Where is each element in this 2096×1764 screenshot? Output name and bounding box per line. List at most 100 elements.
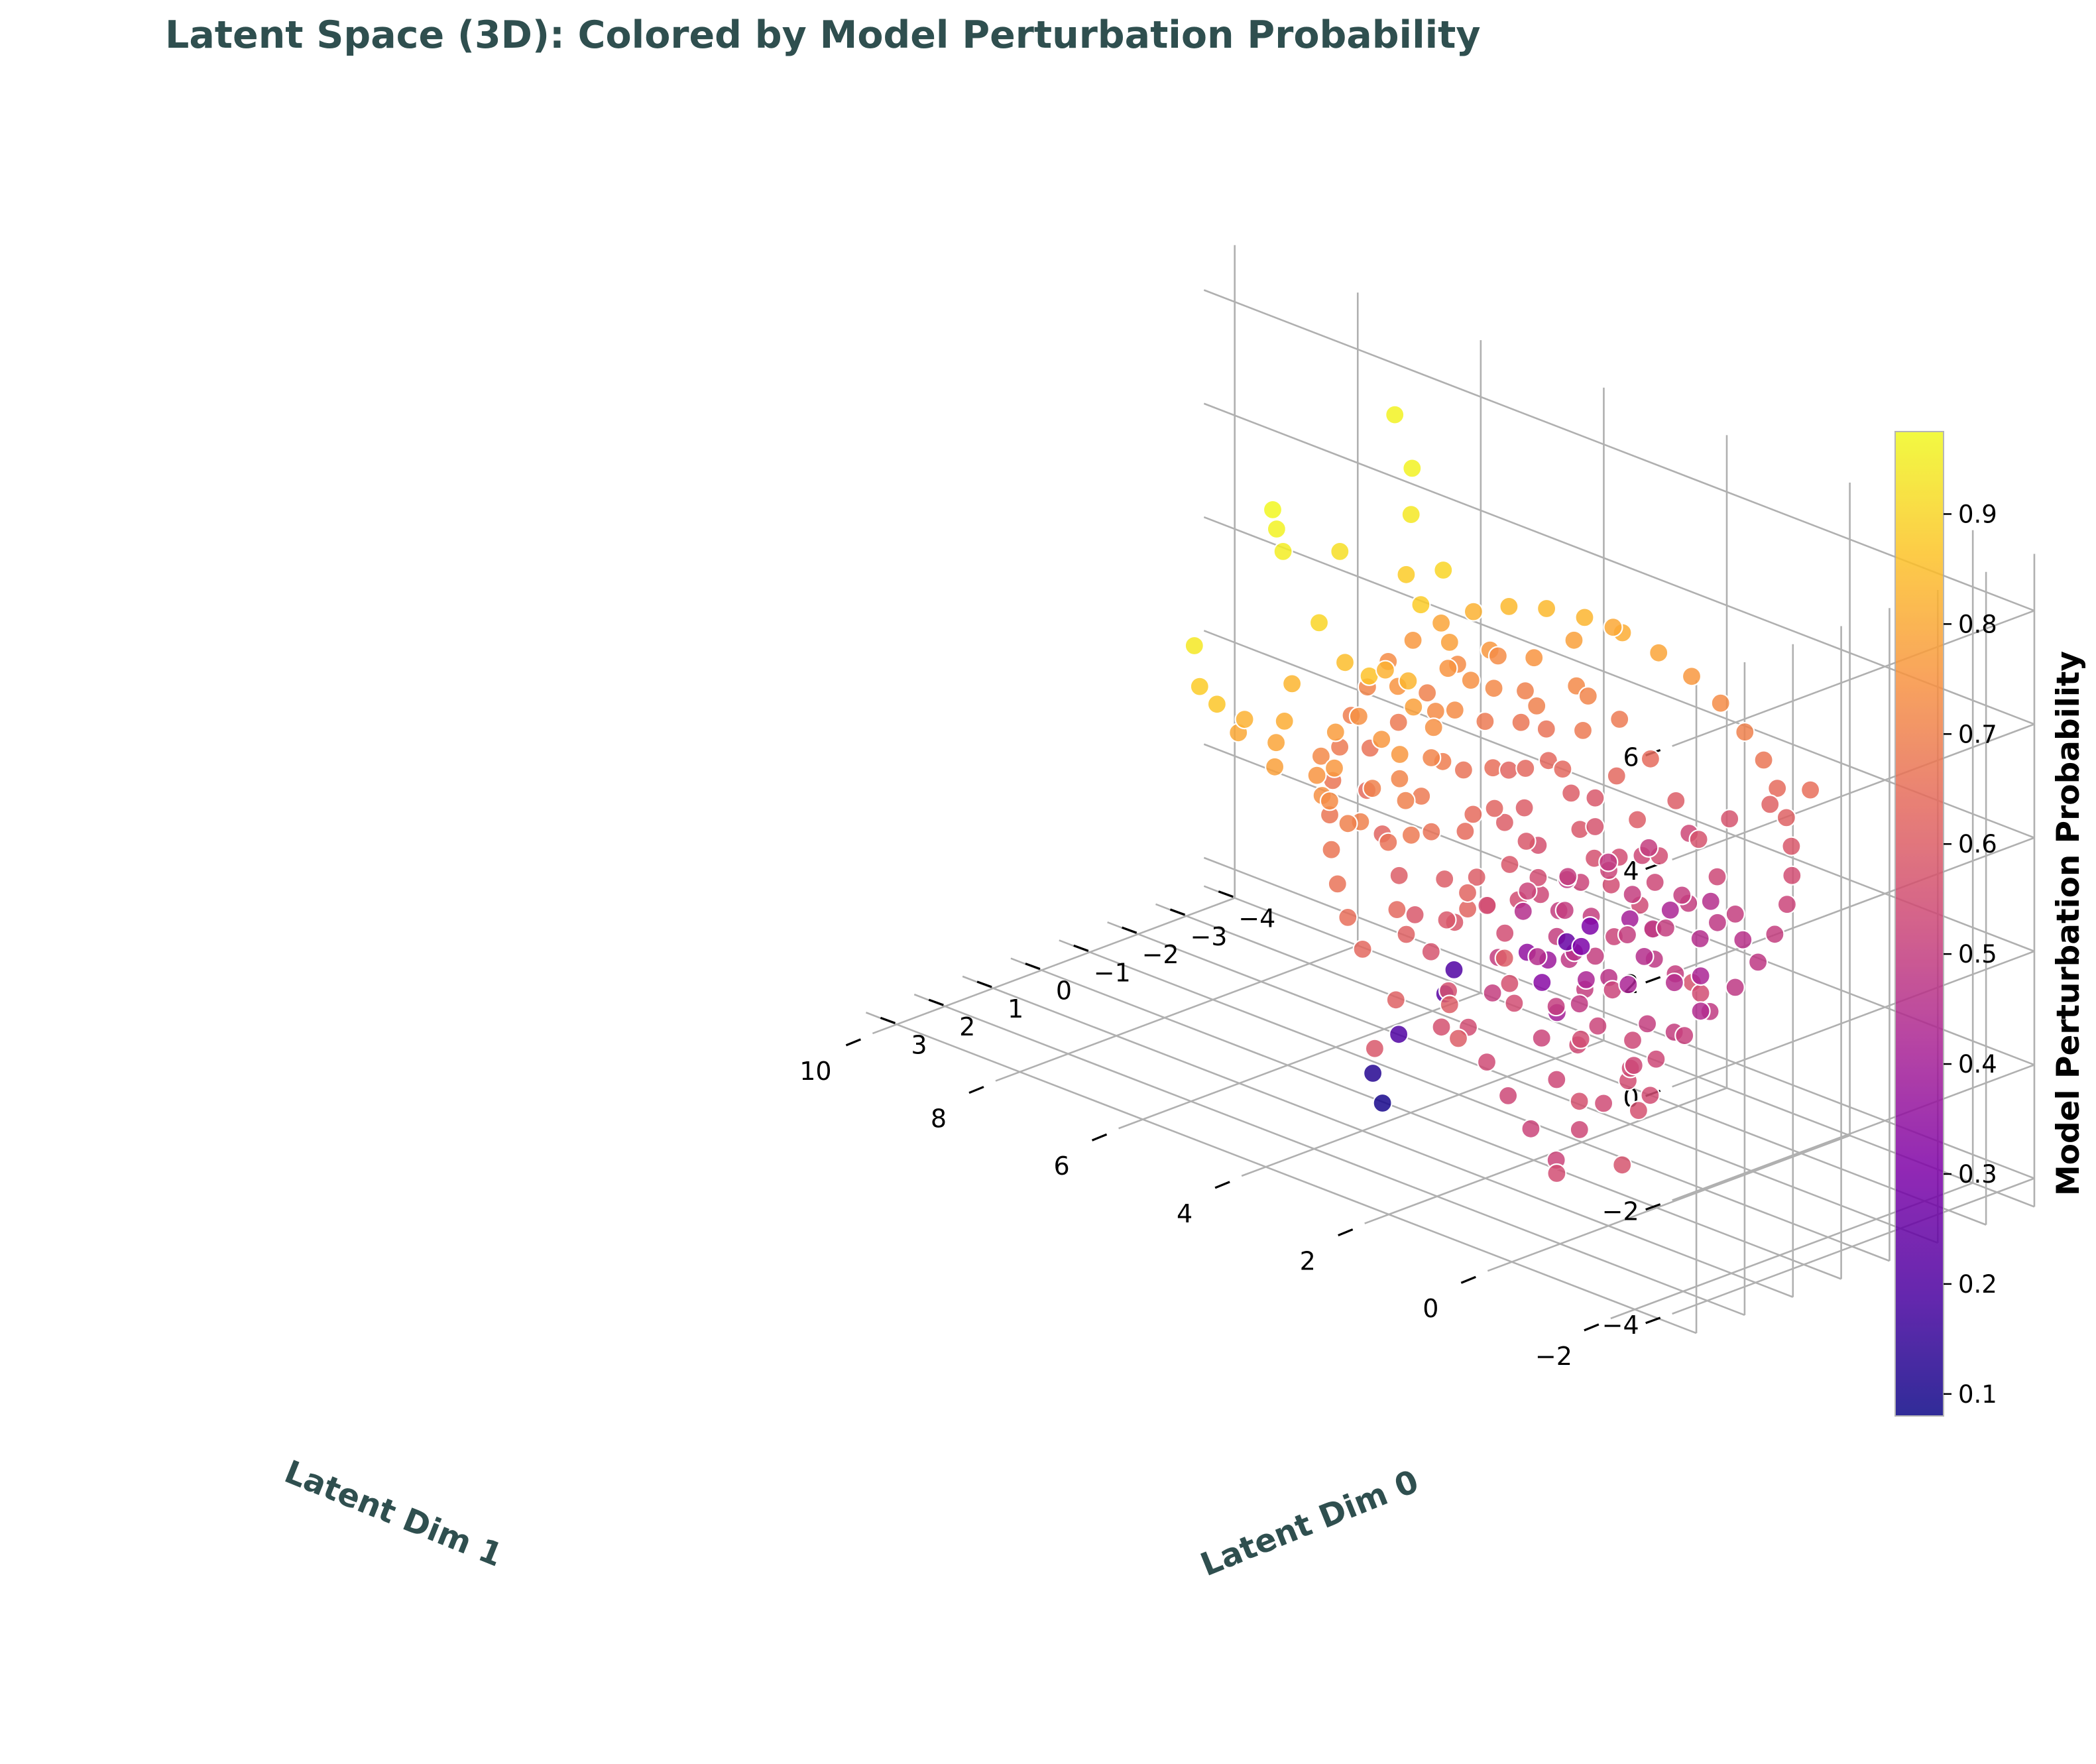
colorbar-tick-label: 0.7 [1958, 720, 1997, 748]
gridline [962, 975, 1794, 1298]
x-tick-mark [928, 998, 944, 1006]
data-point [1645, 872, 1665, 893]
y-tick-mark [845, 1038, 862, 1047]
x-tick-label: −4 [1238, 904, 1275, 933]
x-tick-label: 2 [959, 1012, 975, 1041]
data-point [1649, 642, 1669, 663]
data-point [1585, 816, 1605, 837]
data-point [1448, 1028, 1469, 1049]
x-tick-mark [976, 980, 992, 988]
gridline [1672, 837, 2035, 974]
data-point [1580, 915, 1600, 937]
data-point [1477, 895, 1497, 916]
data-point [1776, 894, 1797, 915]
data-point [1499, 973, 1520, 994]
data-point [1628, 1100, 1649, 1121]
data-point [1690, 928, 1710, 949]
data-point [1405, 904, 1425, 925]
data-point [1484, 678, 1504, 699]
data-point [1352, 939, 1373, 960]
data-point [1457, 882, 1478, 903]
data-point [1262, 499, 1283, 520]
data-point [1475, 711, 1495, 732]
y-tick-mark [1091, 1133, 1108, 1142]
data-point [1234, 709, 1255, 730]
x-tick-mark [1073, 944, 1089, 952]
data-point [1499, 854, 1520, 875]
data-point [1494, 948, 1515, 969]
data-point [1444, 959, 1464, 980]
data-point [1672, 885, 1692, 906]
y-tick-label: 8 [931, 1104, 947, 1134]
data-point [1411, 595, 1431, 615]
data-point [1561, 783, 1582, 803]
x-tick-label: 0 [1056, 976, 1072, 1006]
data-point [1622, 1030, 1643, 1051]
colorbar-tick-label: 0.6 [1958, 830, 1997, 858]
data-point [1401, 825, 1421, 845]
colorbar-tick-label: 0.5 [1958, 940, 1997, 969]
data-point [1546, 996, 1566, 1017]
data-point [1463, 601, 1484, 622]
data-point [1800, 780, 1821, 800]
data-point [1499, 760, 1519, 780]
gridline [1155, 903, 1987, 1226]
data-point [1431, 1017, 1452, 1037]
data-point [1482, 982, 1503, 1004]
gridline [995, 945, 1358, 1082]
data-point [1206, 694, 1228, 715]
data-point [1402, 458, 1423, 479]
data-point [1569, 994, 1590, 1014]
gridline [1118, 992, 1482, 1130]
colorbar-label: Model Perturbation Probability [2050, 651, 2087, 1196]
colorbar-gradient [1894, 431, 1944, 1417]
data-point [1403, 697, 1424, 717]
data-point [1531, 1028, 1552, 1049]
data-point [1389, 865, 1409, 886]
y-tick-label: −2 [1535, 1342, 1572, 1371]
data-point [1325, 722, 1346, 742]
data-point [1603, 617, 1623, 638]
x-tick-mark [1122, 926, 1137, 934]
data-point [1558, 866, 1578, 887]
data-point [1324, 758, 1345, 778]
data-point [1321, 839, 1342, 860]
gridline [1487, 1134, 1851, 1272]
data-point [1639, 837, 1659, 858]
data-point [1417, 683, 1438, 703]
data-point [1274, 711, 1295, 732]
gridline [913, 993, 1745, 1317]
data-point [1585, 788, 1605, 808]
data-point [1364, 1038, 1385, 1059]
x-tick-mark [1169, 908, 1186, 916]
data-point [1189, 676, 1210, 697]
colorbar-tick-label: 0.2 [1958, 1270, 1997, 1299]
x-tick-label: −2 [1142, 940, 1179, 969]
data-point [1265, 733, 1287, 753]
data-point [1690, 965, 1711, 986]
data-point [1455, 821, 1476, 842]
data-point [1588, 1016, 1608, 1036]
y-tick-label: 2 [1300, 1247, 1316, 1276]
data-point [1776, 807, 1796, 828]
data-point [1571, 936, 1592, 957]
data-point [1460, 670, 1481, 691]
data-point [1690, 983, 1711, 1004]
data-point [1403, 630, 1423, 651]
data-point [1617, 924, 1638, 945]
data-point [1612, 1155, 1633, 1175]
y-tick-label: 0 [1423, 1294, 1438, 1323]
data-point [1719, 809, 1740, 829]
data-point [1348, 706, 1369, 727]
data-point [1707, 866, 1727, 887]
data-point [1782, 865, 1802, 886]
data-point [1504, 993, 1525, 1014]
data-point [1578, 685, 1598, 707]
data-point [1564, 630, 1584, 650]
data-point [1363, 1063, 1383, 1084]
data-point [1576, 969, 1596, 990]
data-point [1334, 652, 1356, 673]
data-point [1434, 868, 1455, 890]
data-point [1781, 836, 1802, 856]
